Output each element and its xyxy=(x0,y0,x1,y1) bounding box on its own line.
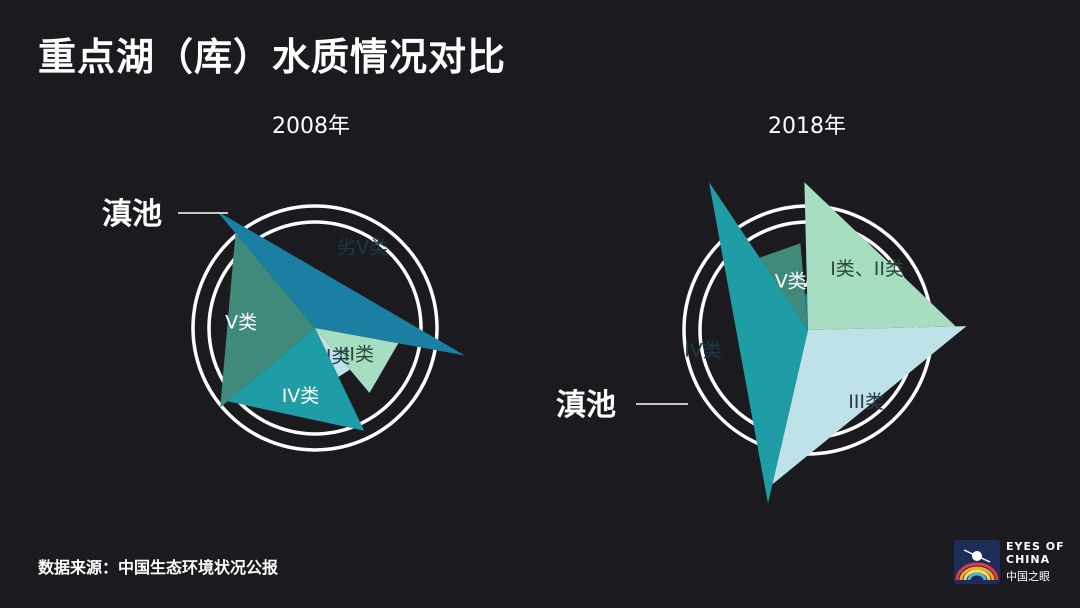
pie-slice xyxy=(227,328,365,431)
logo-chinese-name: 中国之眼 xyxy=(1006,570,1050,583)
logo-wordmark: EYES OF CHINA xyxy=(1006,540,1065,566)
pie-slice xyxy=(804,294,808,330)
slice-label: V类 xyxy=(225,312,257,334)
outer-ring xyxy=(191,204,439,452)
eyes-of-china-logo: EYES OF CHINA 中国之眼 xyxy=(954,538,1064,586)
inner-ring xyxy=(207,220,423,436)
annotation-label: 滇池 xyxy=(102,197,162,232)
slice-label: II类 xyxy=(344,344,374,366)
slice-label: I类、II类 xyxy=(830,258,904,280)
chart-title-2018: 2018年 xyxy=(768,114,846,139)
pie-slice xyxy=(217,211,465,356)
pie-slice xyxy=(709,182,808,504)
pie-slice xyxy=(315,328,399,393)
slice-label: 劣V类 xyxy=(337,236,388,258)
page-title: 重点湖（库）水质情况对比 xyxy=(38,35,507,79)
slice-label: V类 xyxy=(775,271,807,293)
pie-slice xyxy=(220,233,315,408)
pie-slice xyxy=(315,328,350,377)
slice-label: III类 xyxy=(848,391,884,413)
chart-title-2008: 2008年 xyxy=(272,114,350,139)
pie-slice xyxy=(804,182,956,330)
data-source-note: 数据来源：中国生态环境状况公报 xyxy=(38,558,279,577)
annotation-label: 滇池 xyxy=(556,388,616,423)
slice-label: IV类 xyxy=(684,339,722,361)
pie-slice xyxy=(772,326,967,485)
slice-label: IV类 xyxy=(282,385,320,407)
pie-slice xyxy=(759,243,808,330)
rainbow-eye-icon xyxy=(954,540,1000,584)
